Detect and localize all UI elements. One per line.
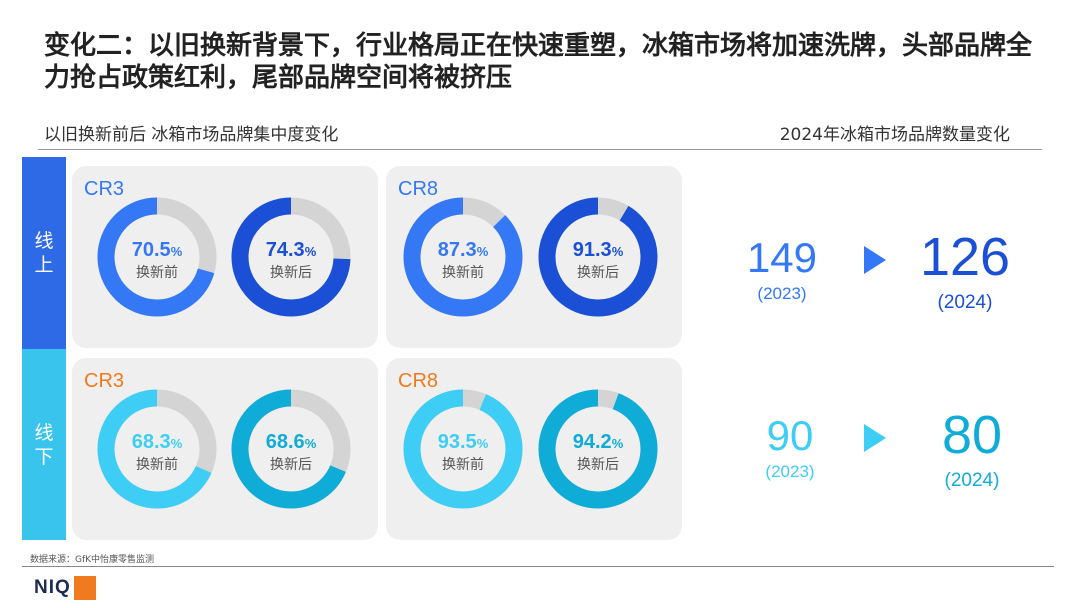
panel-offline-cr8: CR8 [386,358,682,540]
donut-value-arc [231,197,351,317]
donut-value-label: 70.5% [132,239,183,261]
donut-online-cr3-before: 70.5% 换新前 [97,197,217,317]
donut-value-arc [403,197,523,317]
donut-value-arc [231,389,351,509]
donut-offline-cr8-before: 93.5% 换新前 [403,389,523,509]
panel-label: CR8 [398,178,439,200]
panel-online-cr8: CR8 [386,166,682,348]
donut-value-label: 87.3% [438,239,489,261]
donut-online-cr8-before: 87.3% 换新前 [403,197,523,317]
donut-online-cr3-after: 74.3% 换新后 [231,197,351,317]
online-year-2024: (2024) [937,292,993,313]
donut-value-label: 91.3% [573,239,624,261]
donut-category-label: 换新前 [136,456,178,473]
row-label-online-text: 线上 [34,230,54,276]
donut-value-label: 68.3% [132,431,183,453]
panel-label: CR3 [84,178,125,200]
panel-label: CR3 [84,370,125,392]
donut-category-label: 换新前 [136,264,178,281]
donut-value-label: 74.3% [266,239,317,261]
logo-mark-icon [73,576,96,600]
online-arrow-icon [864,246,886,274]
donut-category-label: 换新后 [577,264,619,281]
donut-value-label: 94.2% [573,431,624,453]
panel-online-cr3: CR3 [72,166,378,348]
donut-category-label: 换新后 [270,456,312,473]
donut-offline-cr3-before: 68.3% 换新前 [97,389,217,509]
panel-label: CR8 [398,370,439,392]
donut-category-label: 换新前 [442,456,484,473]
brand-count-subtitle: 2024年冰箱市场品牌数量变化 [779,125,1010,145]
concentration-subtitle: 以旧换新前后 冰箱市场品牌集中度变化 [44,125,339,145]
page-title: 变化二：以旧换新背景下，行业格局正在快速重塑，冰箱市场将加速洗牌，头部品牌全力抢… [44,31,1033,93]
donut-online-cr8-after: 91.3% 换新后 [538,197,658,317]
donut-value-label: 68.6% [266,431,317,453]
offline-count-2024: 80 [941,405,1003,465]
online-year-2023: (2023) [757,284,807,303]
row-label-offline-text: 线下 [34,421,54,468]
online-count-2023: 149 [746,234,818,281]
panel-offline-cr3: CR3 [72,358,378,540]
online-count-2024: 126 [919,227,1011,287]
row-label-online: 线上 [22,157,66,349]
offline-year-2024: (2024) [944,470,1000,491]
donut-value-arc [538,389,658,509]
row-label-offline: 线下 [22,349,66,540]
donut-value-arc [97,197,217,317]
donut-category-label: 换新前 [442,264,484,281]
data-source: 数据来源：GfK中怡康零售监测 [30,555,155,565]
donut-value-arc [97,389,217,509]
offline-year-2023: (2023) [765,462,815,481]
offline-count-2023: 90 [766,412,814,459]
donut-category-label: 换新后 [577,456,619,473]
donut-category-label: 换新后 [270,264,312,281]
bottom-divider [22,566,1054,567]
donut-offline-cr3-after: 68.6% 换新后 [231,389,351,509]
logo-text: NIQ [34,577,71,598]
donut-value-label: 93.5% [438,431,489,453]
niq-logo: NIQ [34,576,96,600]
donut-value-arc [538,197,658,317]
offline-arrow-icon [864,424,886,452]
top-divider [38,149,1042,150]
donut-value-arc [403,389,523,509]
donut-offline-cr8-after: 94.2% 换新后 [538,389,658,509]
